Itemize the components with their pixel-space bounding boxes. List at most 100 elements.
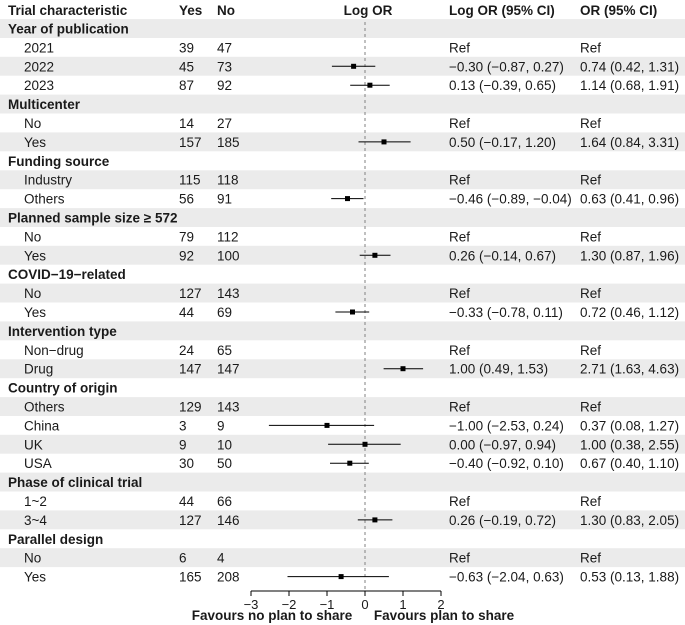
x-tick-label: 0 bbox=[361, 597, 368, 612]
row-yes-count: 9 bbox=[179, 437, 187, 452]
row-label: Drug bbox=[24, 362, 53, 377]
row-or-ci: 0.74 (0.42, 1.31) bbox=[580, 59, 679, 74]
row-label: Yes bbox=[24, 305, 46, 320]
row-label: No bbox=[24, 286, 41, 301]
row-logor-ci: 0.50 (−0.17, 1.20) bbox=[449, 135, 556, 150]
point-estimate bbox=[367, 82, 373, 88]
row-or-ci: Ref bbox=[580, 400, 601, 415]
row-no-count: 91 bbox=[217, 192, 232, 207]
point-estimate bbox=[347, 460, 353, 466]
row-band bbox=[0, 208, 685, 227]
row-label: Others bbox=[24, 400, 65, 415]
row-or-ci: Ref bbox=[580, 173, 601, 188]
row-logor-ci: 0.26 (−0.19, 0.72) bbox=[449, 513, 556, 528]
row-label: Yes bbox=[24, 570, 46, 585]
point-estimate bbox=[362, 441, 368, 447]
row-or-ci: 1.30 (0.87, 1.96) bbox=[580, 248, 679, 263]
group-label: Country of origin bbox=[8, 381, 117, 396]
header-yes: Yes bbox=[179, 3, 202, 18]
row-no-count: 185 bbox=[217, 135, 240, 150]
point-estimate bbox=[350, 309, 355, 315]
row-or-ci: Ref bbox=[580, 229, 601, 244]
group-label: Year of publication bbox=[8, 22, 129, 37]
row-yes-count: 129 bbox=[179, 400, 202, 415]
row-no-count: 47 bbox=[217, 40, 232, 55]
header-or-ci: OR (95% CI) bbox=[580, 3, 657, 18]
row-or-ci: Ref bbox=[580, 116, 601, 131]
point-estimate bbox=[372, 517, 378, 523]
group-label: Planned sample size ≥ 572 bbox=[8, 211, 178, 226]
row-logor-ci: Ref bbox=[449, 494, 470, 509]
group-label: Funding source bbox=[8, 154, 110, 169]
row-logor-ci: Ref bbox=[449, 229, 470, 244]
row-label: 3~4 bbox=[24, 513, 47, 528]
x-tick-label: −2 bbox=[282, 597, 297, 612]
row-yes-count: 14 bbox=[179, 116, 195, 131]
row-label: Non−drug bbox=[24, 343, 84, 358]
row-band bbox=[0, 359, 685, 379]
row-band bbox=[0, 283, 685, 303]
row-no-count: 143 bbox=[217, 400, 240, 415]
row-yes-count: 45 bbox=[179, 59, 194, 74]
row-band bbox=[0, 472, 685, 492]
row-band bbox=[0, 510, 685, 530]
row-label: 2023 bbox=[24, 78, 54, 93]
row-no-count: 92 bbox=[217, 78, 232, 93]
row-or-ci: Ref bbox=[580, 343, 601, 358]
row-no-count: 100 bbox=[217, 248, 240, 263]
row-or-ci: 0.53 (0.13, 1.88) bbox=[580, 570, 679, 585]
favours-left-label: Favours no plan to share bbox=[192, 608, 353, 623]
row-label: No bbox=[24, 229, 41, 244]
row-yes-count: 157 bbox=[179, 135, 202, 150]
row-logor-ci: −1.00 (−2.53, 0.24) bbox=[449, 418, 564, 433]
row-label: UK bbox=[24, 437, 43, 452]
row-no-count: 143 bbox=[217, 286, 240, 301]
row-yes-count: 24 bbox=[179, 343, 195, 358]
row-logor-ci: Ref bbox=[449, 173, 470, 188]
row-logor-ci: Ref bbox=[449, 343, 470, 358]
row-or-ci: 1.30 (0.83, 2.05) bbox=[580, 513, 679, 528]
point-estimate bbox=[400, 366, 406, 372]
row-logor-ci: Ref bbox=[449, 40, 470, 55]
row-no-count: 208 bbox=[217, 570, 240, 585]
row-or-ci: 0.37 (0.08, 1.27) bbox=[580, 418, 679, 433]
x-axis-ticks: −3 −2 −1 0 1 2 bbox=[244, 591, 445, 612]
row-or-ci: 2.71 (1.63, 4.63) bbox=[580, 362, 679, 377]
row-logor-ci: 0.00 (−0.97, 0.94) bbox=[449, 437, 556, 452]
row-no-count: 65 bbox=[217, 343, 232, 358]
row-logor-ci: −0.46 (−0.89, −0.04) bbox=[449, 192, 572, 207]
point-estimate bbox=[372, 252, 378, 258]
row-no-count: 73 bbox=[217, 59, 232, 74]
forest-marks bbox=[268, 63, 424, 580]
row-or-ci: 0.72 (0.46, 1.12) bbox=[580, 305, 679, 320]
row-logor-ci: 0.26 (−0.14, 0.67) bbox=[449, 248, 556, 263]
row-logor-ci: Ref bbox=[449, 286, 470, 301]
row-label: USA bbox=[24, 456, 52, 471]
row-label: China bbox=[24, 418, 60, 433]
row-logor-ci: −0.33 (−0.78, 0.11) bbox=[449, 305, 563, 320]
row-logor-ci: 1.00 (0.49, 1.53) bbox=[449, 362, 548, 377]
row-no-count: 10 bbox=[217, 437, 232, 452]
row-no-count: 147 bbox=[217, 362, 240, 377]
row-no-count: 27 bbox=[217, 116, 232, 131]
row-yes-count: 165 bbox=[179, 570, 202, 585]
row-no-count: 50 bbox=[217, 456, 232, 471]
row-no-count: 66 bbox=[217, 494, 232, 509]
x-tick-label: −1 bbox=[320, 597, 335, 612]
row-no-count: 9 bbox=[217, 418, 225, 433]
row-no-count: 4 bbox=[217, 551, 225, 566]
row-yes-count: 92 bbox=[179, 248, 194, 263]
row-or-ci: 1.14 (0.68, 1.91) bbox=[580, 78, 679, 93]
header-no: No bbox=[217, 3, 235, 18]
row-yes-count: 6 bbox=[179, 551, 187, 566]
row-yes-count: 39 bbox=[179, 40, 194, 55]
row-or-ci: 0.67 (0.40, 1.10) bbox=[580, 456, 679, 471]
row-band bbox=[0, 321, 685, 341]
point-estimate bbox=[345, 196, 350, 202]
group-label: Parallel design bbox=[8, 532, 103, 547]
row-yes-count: 3 bbox=[179, 418, 187, 433]
header-logor: Log OR bbox=[344, 3, 393, 18]
row-logor-ci: −0.40 (−0.92, 0.10) bbox=[449, 456, 564, 471]
